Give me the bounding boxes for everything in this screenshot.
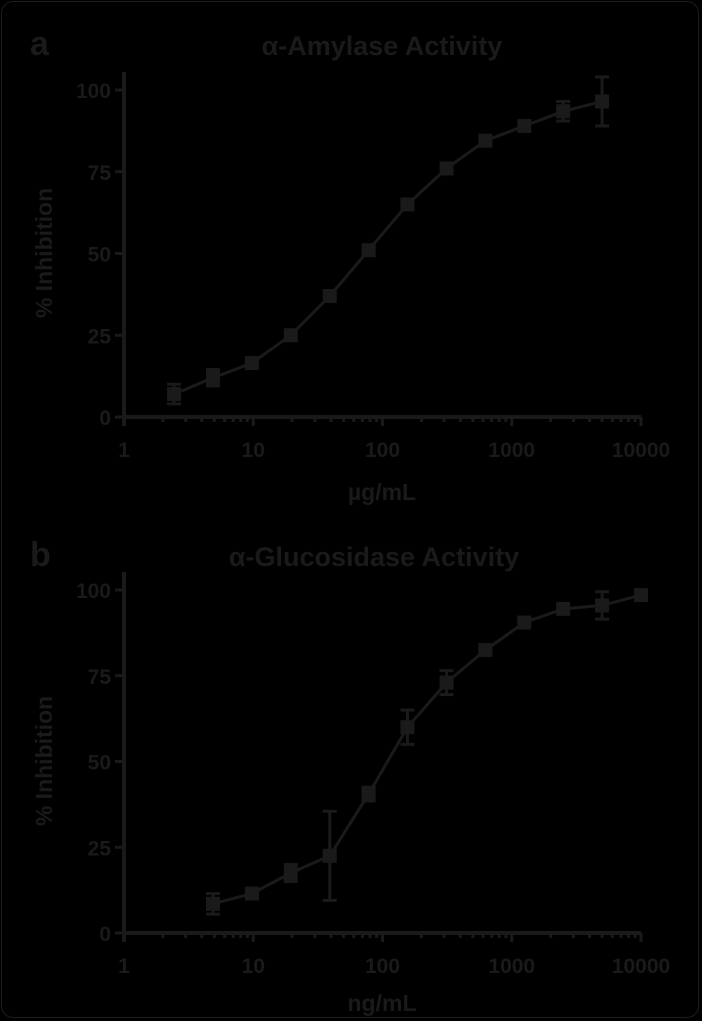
svg-text:1000: 1000 [488,439,535,462]
svg-text:25: 25 [88,325,112,348]
data-point [205,896,220,911]
data-point [322,848,337,863]
panel-a-x-label: µg/mL [348,479,416,505]
data-point [244,356,259,371]
svg-text:50: 50 [88,244,111,267]
svg-text:100: 100 [76,580,111,603]
svg-text:25: 25 [88,837,112,860]
panel-a-axes: 0 25 50 75 100 1 10 100 1000 10000 [76,72,670,462]
data-point [556,601,571,616]
svg-text:1: 1 [118,439,130,462]
data-point [595,94,610,109]
panel-a-y-label: % Inhibition [31,188,57,318]
data-point [634,588,648,603]
panel-b-axes: 0 25 50 75 100 1 10 100 1000 10000 [76,572,670,978]
svg-text:10000: 10000 [612,955,670,978]
data-point [400,720,415,735]
data-point [517,615,532,630]
data-point [595,598,610,613]
data-point [478,643,493,658]
data-point [205,370,220,385]
data-point [322,289,337,304]
panel-label-a: a [30,25,50,63]
svg-text:100: 100 [365,439,400,462]
data-point [361,243,376,258]
panel-b-title: α-Glucosidase Activity [229,542,519,572]
data-point [283,328,298,343]
svg-text:75: 75 [88,666,112,689]
svg-text:50: 50 [88,752,111,775]
svg-text:100: 100 [76,80,111,103]
svg-text:10000: 10000 [612,439,670,462]
svg-text:10: 10 [242,439,265,462]
panel-b-plot [205,588,648,916]
svg-text:1: 1 [118,955,130,978]
data-point [556,104,571,119]
panel-a-title: α-Amylase Activity [262,31,503,61]
data-point [283,865,298,880]
svg-text:1000: 1000 [488,955,535,978]
data-point [167,387,182,402]
svg-text:100: 100 [365,955,400,978]
data-point [517,118,532,133]
svg-text:75: 75 [88,162,112,185]
data-point [439,161,454,176]
data-point [244,886,259,901]
svg-text:0: 0 [99,407,111,430]
svg-text:10: 10 [242,955,265,978]
panel-label-b: b [30,536,51,574]
panel-b: b α-Glucosidase Activity % Inhibition ng… [30,536,670,1016]
data-point [361,787,376,802]
data-point [439,675,454,690]
panel-b-x-label: ng/mL [348,990,417,1016]
svg-text:0: 0 [99,923,111,946]
data-point [400,197,415,212]
panel-a: a α-Amylase Activity % Inhibition µg/mL … [30,25,670,505]
data-point [478,133,493,148]
panel-b-y-label: % Inhibition [31,696,57,826]
panel-a-plot [167,75,610,406]
